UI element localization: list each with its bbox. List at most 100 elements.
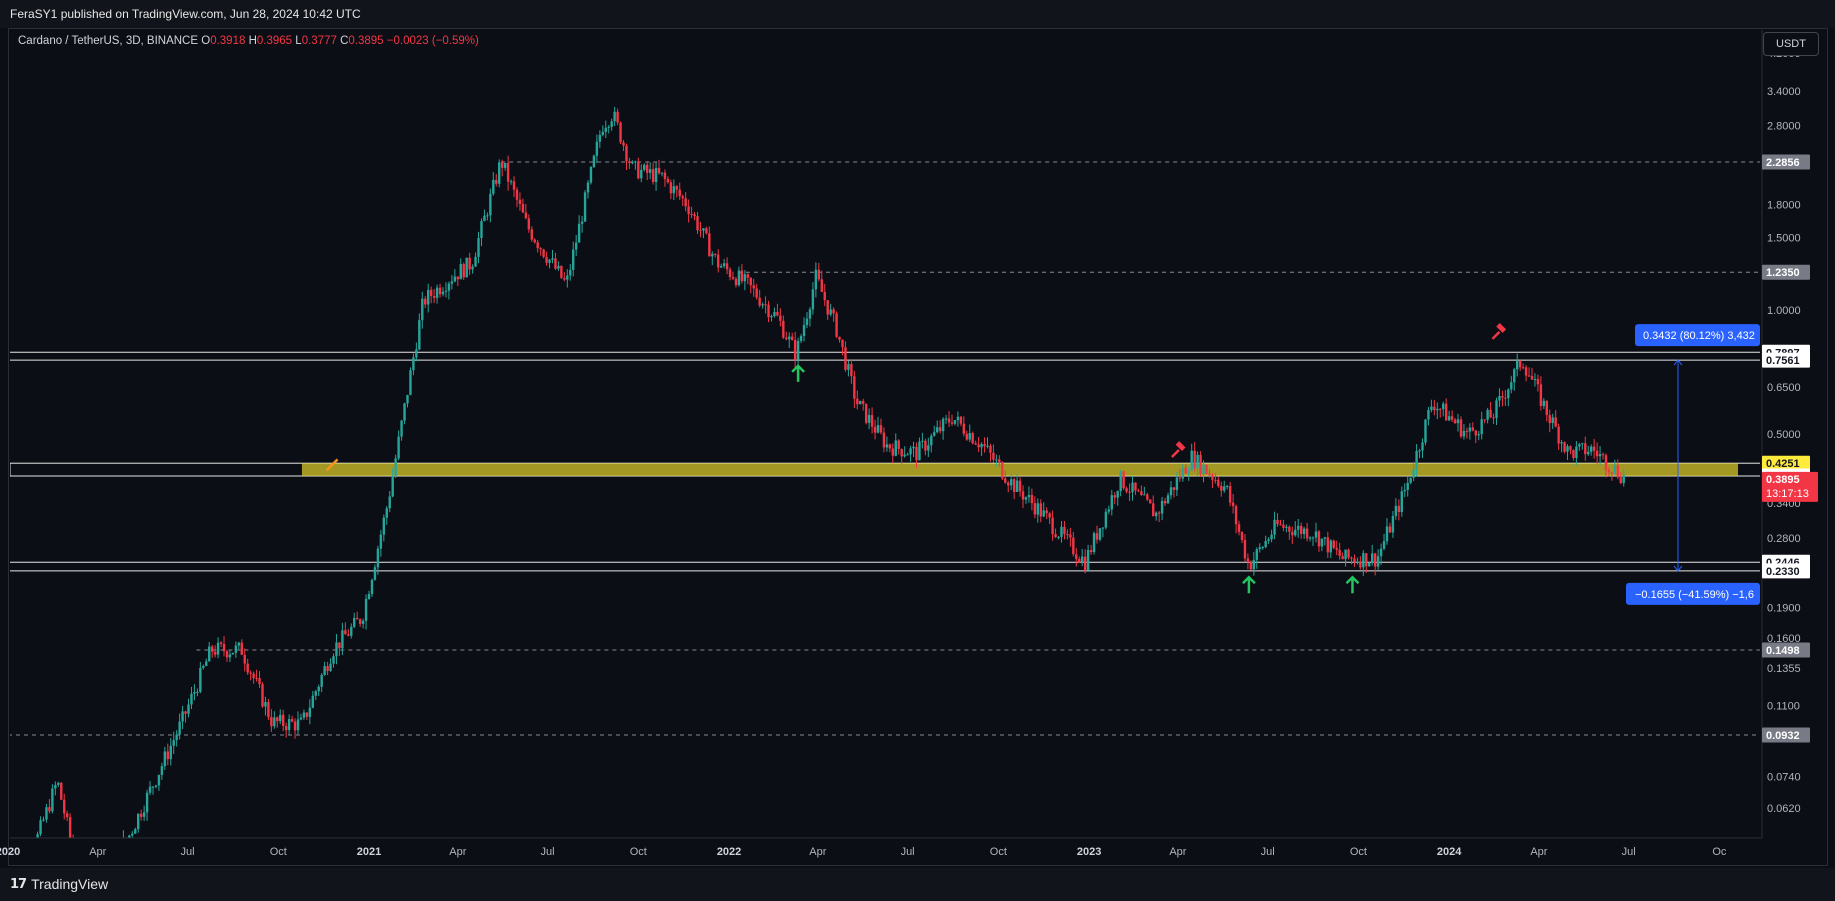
candle-body [1095,533,1099,540]
candle-body [1157,512,1161,514]
candle-body [116,844,118,850]
candle-body [48,807,51,812]
candle-body [622,142,625,146]
candle-body [1302,528,1306,534]
candle-body [533,239,536,243]
candle-body [1530,375,1534,380]
candle-body [1607,469,1611,473]
candle-body [1217,479,1220,486]
candle-body [1009,479,1013,486]
candle-body [637,161,640,179]
x-tick-label: Jul [180,846,194,858]
candle-body [1397,505,1401,512]
candle-body [1297,525,1300,530]
candle-body [1412,469,1415,478]
candle-body [1294,529,1297,536]
x-tick-label: Oc [1712,846,1727,858]
candle-body [353,617,356,627]
plot-area [10,106,1760,862]
candle-body [145,792,149,813]
candle-body [927,445,930,451]
candle-body [113,850,115,862]
candle-body [1299,525,1303,534]
candle-body [110,852,112,862]
candle-body [329,663,332,671]
candle-body [1341,555,1344,560]
candle-body [1338,549,1341,556]
candle-body [184,711,187,714]
candle-body [1368,562,1371,567]
candle-body [856,398,859,405]
candle-body [1276,519,1279,525]
candle-body [814,269,818,290]
candle-body [536,242,539,249]
candle-body [1622,475,1625,484]
candle-body [122,837,125,838]
level-tag-bg [1762,264,1810,280]
candle-body [1359,561,1362,568]
candle-body [648,169,652,173]
candle-body [1616,465,1620,478]
candle-body [859,400,862,405]
candle-body [690,214,693,216]
candle-body [1613,465,1617,474]
arrow-up-icon [791,364,805,382]
x-tick-label: Oct [630,846,647,858]
level-tag-bg [1762,352,1810,368]
candle-body [509,181,513,183]
candle-body [1042,510,1045,517]
candle-body [583,192,587,222]
candle-body [770,316,773,318]
candle-body [1560,442,1563,444]
candle-body [799,335,803,342]
candle-body [1270,534,1273,540]
candle-body [1554,417,1557,427]
candle-body [1246,558,1250,562]
candle-body [1362,553,1365,568]
candle-body [489,193,492,216]
candle-body [604,127,607,132]
candle-body [459,264,462,280]
candle-body [397,436,400,459]
zone-top-tag-bg [1762,455,1810,471]
candle-body [1030,494,1034,504]
candle-body [1131,482,1134,493]
candle-body [1134,482,1137,491]
candle-body [323,666,326,675]
candle-body [1057,536,1060,538]
measure-up-arrowhead [1673,359,1683,366]
candle-body [308,707,312,717]
currency-button[interactable]: USDT [1763,32,1819,56]
candle-body [119,844,121,854]
candle-body [1033,503,1037,515]
candle-body [1069,534,1072,538]
candle-body [873,426,877,433]
tradingview-brand[interactable]: 17 TradingView [10,876,108,892]
candle-body [663,172,667,179]
high-value: 0.3965 [256,35,293,47]
candle-body [962,423,966,434]
candle-body [654,167,658,182]
candle-body [983,444,986,447]
candle-body [551,258,554,260]
candle-body [388,496,391,509]
candle-body [728,269,732,278]
candle-body [1551,417,1554,424]
candle-body [699,230,702,232]
candle-body [1163,500,1167,504]
footer-bar: 17 TradingView [0,868,1835,901]
candle-body [515,189,519,200]
symbol-name: Cardano / TetherUS, 3D, BINANCE [18,35,199,47]
candle-body [142,812,146,817]
candle-body [210,646,214,652]
candle-body [1012,479,1016,492]
candle-body [974,443,977,445]
candle-body [355,617,359,620]
candle-body [1388,526,1392,533]
candle-body [54,784,57,789]
candle-body [293,721,297,731]
candle-body [968,433,971,440]
candle-body [373,567,377,580]
candle-body [1166,495,1170,504]
